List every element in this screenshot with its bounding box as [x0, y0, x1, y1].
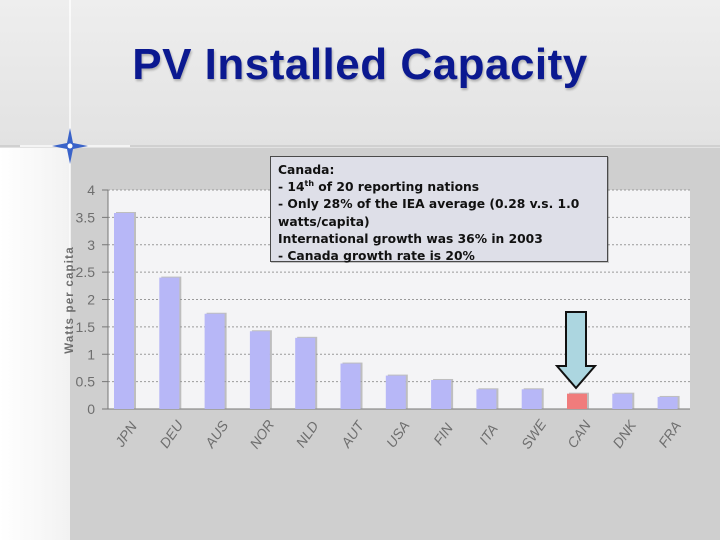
x-tick-label-fin: FIN [430, 420, 457, 448]
callout-line-3: - Only 28% of the IEA average (0.28 v.s.… [278, 197, 580, 212]
slide-title: PV Installed Capacity [132, 40, 588, 89]
x-tick-label-swe: SWE [518, 416, 550, 452]
x-tick-label-nld: NLD [293, 418, 322, 450]
callout-line-6: - Canada growth rate is 20% [278, 249, 475, 264]
x-tick-label-aut: AUT [337, 417, 368, 451]
x-tick-label-deu: DEU [156, 417, 187, 451]
bar-dnk [612, 393, 633, 409]
bar-aut [340, 363, 361, 409]
callout-rank-text: of 20 reporting nations [314, 180, 480, 195]
y-tick-label: 4 [87, 182, 95, 198]
y-tick-label: 2.5 [76, 264, 96, 280]
bar-nld [295, 337, 316, 409]
callout-line-1: Canada: [278, 163, 335, 177]
bar-fin [431, 379, 452, 409]
callout-line-4: watts/capita) [278, 214, 370, 229]
callout-rank-prefix: - 14 [278, 180, 305, 195]
x-tick-label-usa: USA [383, 418, 413, 451]
pointer-arrow [554, 311, 598, 390]
x-tick-label-nor: NOR [246, 417, 277, 452]
y-tick-label: 2 [87, 292, 95, 308]
y-tick-label: 1.5 [76, 319, 96, 335]
callout-line-2: - 14th of 20 reporting nations [278, 179, 607, 196]
y-tick-label: 0.5 [76, 374, 96, 390]
x-tick-label-can: CAN [564, 417, 595, 451]
x-tick-label-dnk: DNK [609, 417, 639, 451]
x-tick-label-fra: FRA [655, 418, 684, 450]
bar-ita [476, 389, 497, 409]
y-axis-title: Watts per capita [64, 246, 76, 354]
bar-nor [249, 331, 270, 409]
y-tick-label: 0 [87, 401, 95, 417]
y-tick-label: 1 [87, 346, 95, 362]
x-tick-label-ita: ITA [476, 421, 501, 447]
bar-jpn [114, 212, 134, 409]
callout-line-5: International growth was 36% in 2003 [278, 231, 543, 246]
sparkle-decoration [20, 0, 130, 300]
x-tick-label-aus: AUS [201, 417, 232, 451]
bar-can [567, 393, 587, 409]
bar-fra [657, 396, 678, 409]
bar-swe [521, 389, 542, 409]
y-tick-label: 3 [87, 237, 95, 253]
callout-rank-suffix: th [304, 179, 315, 189]
bar-usa [385, 375, 406, 409]
bar-aus [204, 313, 225, 409]
y-tick-label: 3.5 [76, 209, 96, 225]
canada-callout: Canada: - 14th of 20 reporting nations -… [270, 156, 608, 264]
x-tick-label-jpn: JPN [111, 418, 140, 450]
bar-deu [159, 277, 180, 409]
